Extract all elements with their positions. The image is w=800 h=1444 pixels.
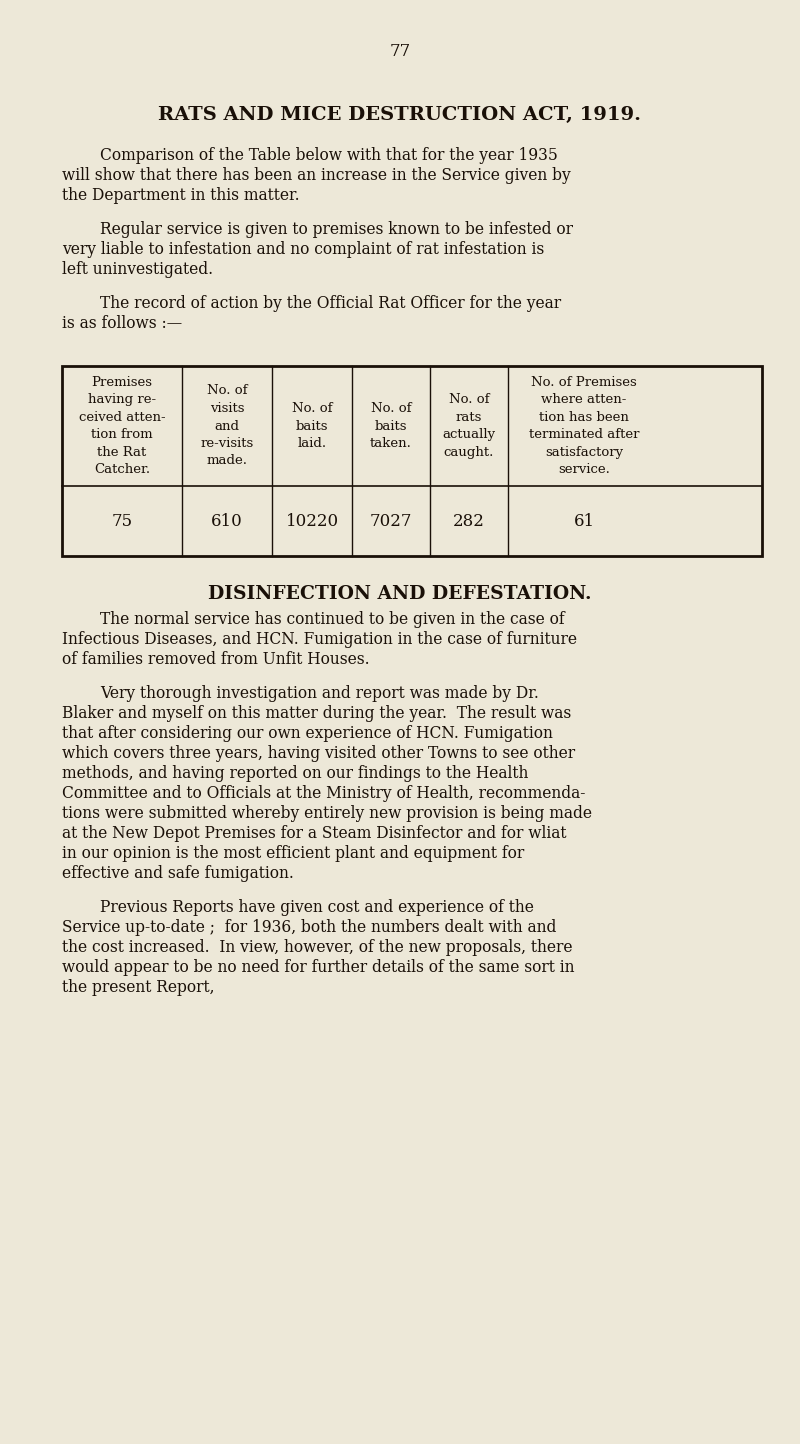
Text: RATS AND MICE DESTRUCTION ACT, 1919.: RATS AND MICE DESTRUCTION ACT, 1919. xyxy=(158,105,642,124)
Text: 75: 75 xyxy=(111,513,133,530)
Text: methods, and having reported on our findings to the Health: methods, and having reported on our find… xyxy=(62,765,528,783)
Text: Comparison of the Table below with that for the year 1935: Comparison of the Table below with that … xyxy=(100,147,558,165)
Text: in our opinion is the most efficient plant and equipment for: in our opinion is the most efficient pla… xyxy=(62,845,524,862)
Text: 77: 77 xyxy=(390,43,410,61)
Text: Committee and to Officials at the Ministry of Health, recommenda-: Committee and to Officials at the Minist… xyxy=(62,786,586,801)
Text: Infectious Diseases, and HCN. Fumigation in the case of furniture: Infectious Diseases, and HCN. Fumigation… xyxy=(62,631,577,648)
Text: would appear to be no need for further details of the same sort in: would appear to be no need for further d… xyxy=(62,959,574,976)
Text: the Department in this matter.: the Department in this matter. xyxy=(62,188,300,204)
Text: No. of
visits
and
re-visits
made.: No. of visits and re-visits made. xyxy=(200,384,254,468)
Text: No. of
baits
laid.: No. of baits laid. xyxy=(292,401,332,451)
Bar xyxy=(62,365,762,556)
Text: The record of action by the Official Rat Officer for the year: The record of action by the Official Rat… xyxy=(100,295,561,312)
Text: of families removed from Unfit Houses.: of families removed from Unfit Houses. xyxy=(62,651,370,669)
Text: the present Report,: the present Report, xyxy=(62,979,214,996)
Text: tions were submitted whereby entirely new provision is being made: tions were submitted whereby entirely ne… xyxy=(62,804,592,822)
Text: No. of Premises
where atten-
tion has been
terminated after
satisfactory
service: No. of Premises where atten- tion has be… xyxy=(529,375,639,477)
Text: 7027: 7027 xyxy=(370,513,412,530)
Text: at the New Depot Premises for a Steam Disinfector and for wliat: at the New Depot Premises for a Steam Di… xyxy=(62,825,566,842)
Text: which covers three years, having visited other Towns to see other: which covers three years, having visited… xyxy=(62,745,575,762)
Text: 610: 610 xyxy=(211,513,243,530)
Text: effective and safe fumigation.: effective and safe fumigation. xyxy=(62,865,294,882)
Text: Previous Reports have given cost and experience of the: Previous Reports have given cost and exp… xyxy=(100,900,534,915)
Text: Premises
having re-
ceived atten-
tion from
the Rat
Catcher.: Premises having re- ceived atten- tion f… xyxy=(78,375,166,477)
Text: No. of
baits
taken.: No. of baits taken. xyxy=(370,401,412,451)
Text: will show that there has been an increase in the Service given by: will show that there has been an increas… xyxy=(62,168,570,183)
Text: left uninvestigated.: left uninvestigated. xyxy=(62,261,213,279)
Text: Blaker and myself on this matter during the year.  The result was: Blaker and myself on this matter during … xyxy=(62,705,571,722)
Text: 10220: 10220 xyxy=(286,513,338,530)
Text: 61: 61 xyxy=(574,513,594,530)
Text: Service up-to-date ;  for 1936, both the numbers dealt with and: Service up-to-date ; for 1936, both the … xyxy=(62,918,556,936)
Text: Regular service is given to premises known to be infested or: Regular service is given to premises kno… xyxy=(100,221,573,238)
Text: 282: 282 xyxy=(453,513,485,530)
Text: Very thorough investigation and report was made by Dr.: Very thorough investigation and report w… xyxy=(100,684,539,702)
Text: the cost increased.  In view, however, of the new proposals, there: the cost increased. In view, however, of… xyxy=(62,939,573,956)
Text: DISINFECTION AND DEFESTATION.: DISINFECTION AND DEFESTATION. xyxy=(208,585,592,604)
Text: that after considering our own experience of HCN. Fumigation: that after considering our own experienc… xyxy=(62,725,553,742)
Text: The normal service has continued to be given in the case of: The normal service has continued to be g… xyxy=(100,611,565,628)
Text: is as follows :—: is as follows :— xyxy=(62,315,182,332)
Text: very liable to infestation and no complaint of rat infestation is: very liable to infestation and no compla… xyxy=(62,241,544,258)
Text: No. of
rats
actually
caught.: No. of rats actually caught. xyxy=(442,393,495,459)
